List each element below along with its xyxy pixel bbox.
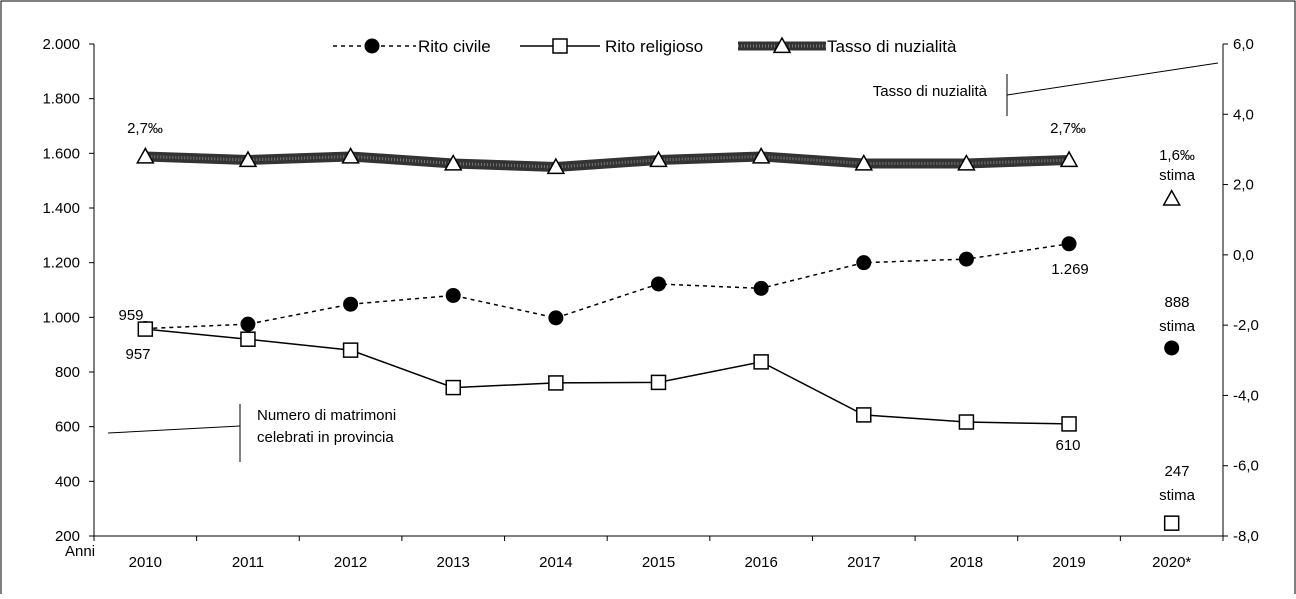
civile-marker: [856, 255, 872, 271]
label-religioso-2010: 957: [125, 346, 150, 363]
right-tick-label: 2,0: [1233, 177, 1254, 194]
x-tick-label: 2019: [1052, 554, 1085, 571]
left-tick-label: 800: [55, 364, 80, 381]
religioso-marker: [240, 331, 256, 347]
annotation-matrimoni-line2: celebrati in provincia: [257, 429, 394, 446]
legend-religioso-marker: [552, 38, 568, 54]
x-tick-label: 2012: [334, 554, 367, 571]
right-tick-label: -4,0: [1233, 387, 1259, 404]
label-civile-2010: 959: [118, 307, 143, 324]
civile-marker: [1061, 236, 1077, 252]
left-tick-label: 600: [55, 419, 80, 436]
annotation-matrimoni-line1: Numero di matrimoni: [257, 407, 396, 424]
label-civile-2020-stima: stima: [1159, 318, 1195, 335]
civile-marker: [548, 310, 564, 326]
right-tick-label: 0,0: [1233, 247, 1254, 264]
label-religioso-2019: 610: [1055, 437, 1080, 454]
label-civile-2020: 888: [1164, 294, 1189, 311]
label-religioso-2020-stima: stima: [1159, 487, 1195, 504]
right-tick-label: 4,0: [1233, 106, 1254, 123]
left-tick-label: 200: [55, 528, 80, 545]
legend-tasso-label: Tasso di nuzialità: [827, 37, 957, 56]
religioso-marker: [445, 379, 461, 396]
tasso-marker: [1059, 150, 1079, 168]
x-tick-label: 2020*: [1152, 554, 1191, 571]
legend-civile-label: Rito civile: [418, 37, 491, 56]
civile-marker: [651, 276, 666, 292]
annotation-matrimoni-leader: [107, 425, 241, 434]
left-tick-label: 1.400: [42, 200, 80, 217]
civile-marker: [958, 251, 974, 267]
religioso-line: [145, 328, 1070, 425]
left-tick-label: 1.000: [42, 309, 80, 326]
label-tasso-2010: 2,7‰: [127, 120, 163, 137]
tasso-marker: [341, 146, 360, 164]
religioso-marker: [1061, 416, 1077, 432]
annotation-tasso: Tasso di nuzialità: [873, 83, 988, 100]
left-tick-label: 1.200: [42, 255, 80, 272]
label-tasso-2020-stima: stima: [1159, 167, 1195, 184]
religioso-marker: [1163, 515, 1180, 531]
civile-marker: [445, 287, 461, 303]
label-civile-2019: 1.269: [1051, 261, 1089, 278]
religioso-marker: [137, 321, 154, 337]
x-tick-label: 2014: [539, 554, 572, 571]
x-tick-label: 2015: [642, 554, 675, 571]
left-tick-label: 2.000: [42, 36, 80, 53]
right-tick-label: 6,0: [1233, 36, 1254, 53]
tasso-marker: [1162, 189, 1181, 206]
x-tick-label: 2013: [437, 554, 470, 571]
x-axis-label: Anni: [65, 543, 95, 560]
tasso-marker: [136, 146, 155, 164]
tasso-marker: [751, 146, 771, 164]
tasso-marker: [649, 150, 668, 168]
religioso-marker: [958, 414, 975, 430]
x-tick-label: 2010: [129, 554, 162, 571]
civile-line: [145, 243, 1070, 330]
legend-religioso-label: Rito religioso: [605, 37, 703, 56]
label-religioso-2020: 247: [1164, 463, 1189, 480]
label-tasso-2019: 2,7‰: [1050, 120, 1086, 137]
left-tick-label: 1.600: [42, 145, 80, 162]
tasso-marker: [238, 150, 258, 168]
x-tick-label: 2011: [232, 554, 264, 571]
religioso-marker: [650, 374, 667, 391]
religioso-marker: [342, 342, 359, 358]
tasso-marker: [546, 157, 566, 175]
religioso-marker: [548, 375, 564, 391]
civile-marker: [753, 280, 769, 296]
left-tick-label: 1.800: [42, 91, 80, 108]
religioso-marker: [856, 407, 872, 423]
right-tick-label: -8,0: [1233, 528, 1259, 545]
tasso-marker: [957, 153, 976, 171]
tasso-marker: [854, 153, 874, 171]
tasso-line-texture: [145, 154, 1070, 169]
right-tick-label: -2,0: [1233, 317, 1259, 334]
label-tasso-2020: 1,6‰: [1159, 147, 1195, 164]
legend-tasso-marker: [772, 36, 792, 54]
x-tick-label: 2017: [847, 554, 880, 571]
x-tick-label: 2018: [950, 554, 983, 571]
tasso-marker: [443, 153, 463, 171]
right-tick-label: -6,0: [1233, 458, 1259, 475]
civile-marker: [1164, 340, 1180, 356]
civile-marker: [240, 316, 256, 332]
civile-marker: [343, 296, 359, 312]
x-tick-label: 2016: [744, 554, 777, 571]
left-tick-label: 400: [55, 473, 80, 490]
religioso-marker: [753, 354, 769, 370]
annotation-tasso-leader: [1006, 62, 1219, 96]
legend-civile-marker: [364, 38, 380, 54]
